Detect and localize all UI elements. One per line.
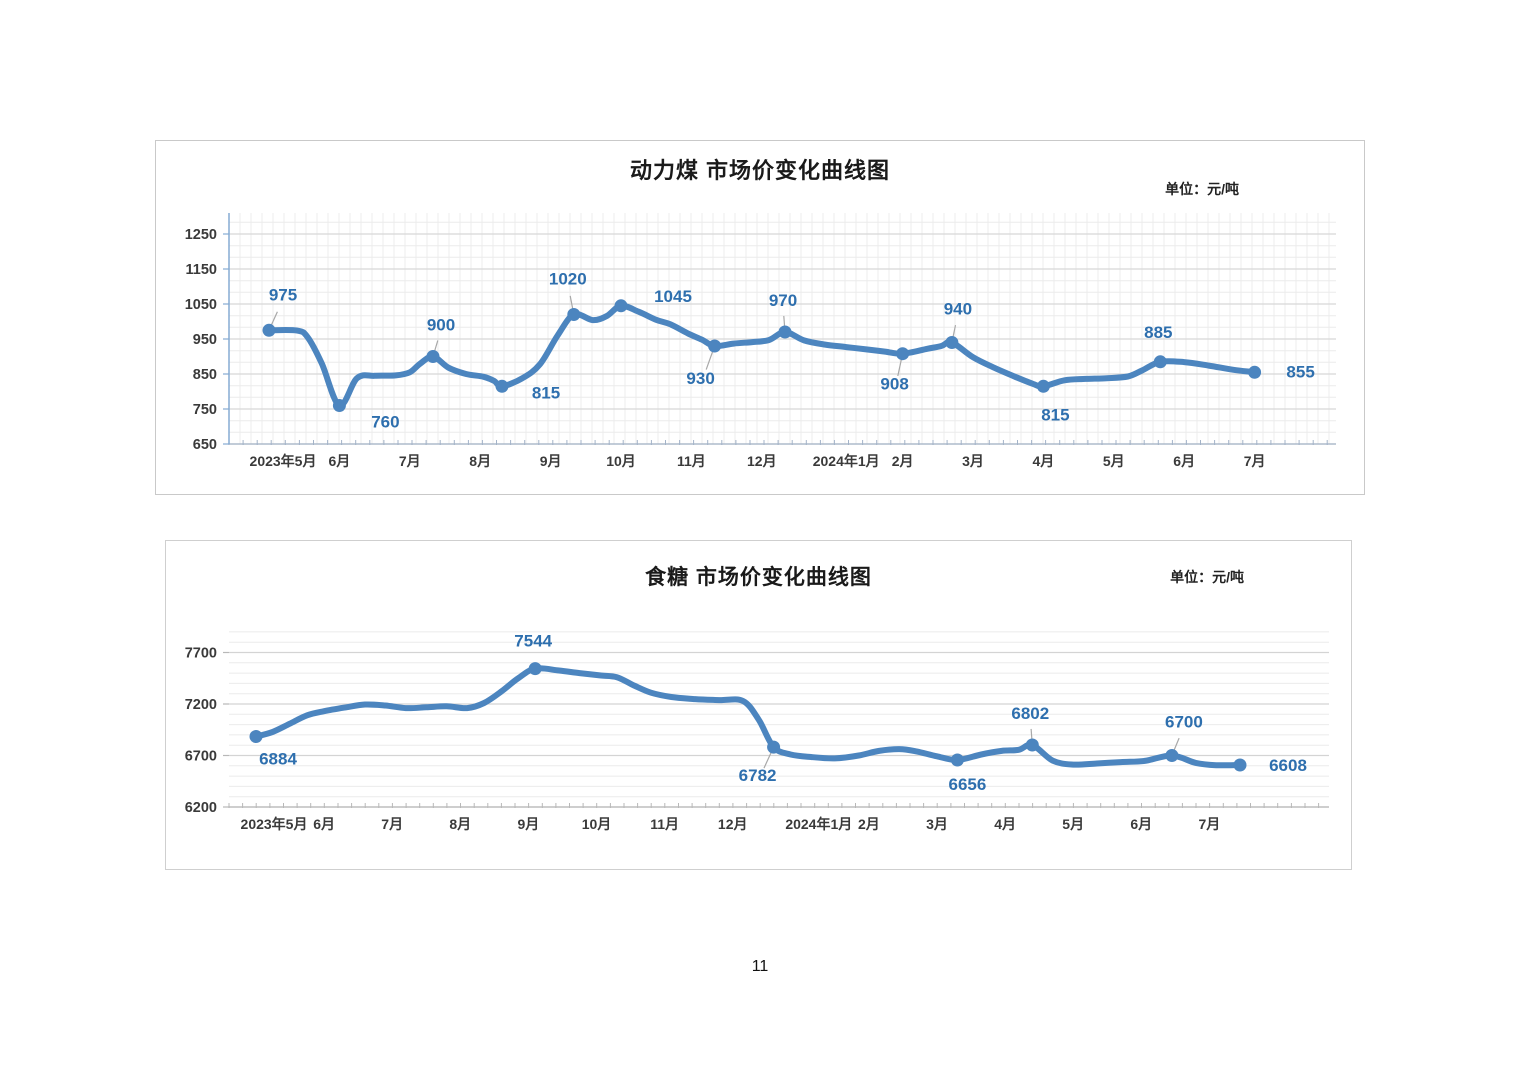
data-point-marker bbox=[528, 662, 542, 676]
data-point-marker bbox=[708, 339, 722, 353]
x-tick-label: 2023年5月 bbox=[250, 453, 317, 469]
data-point-label: 815 bbox=[532, 383, 560, 402]
data-point-marker bbox=[1153, 355, 1167, 369]
sugar-chart-title: 食糖 市场价变化曲线图 bbox=[645, 566, 872, 589]
y-tick-label: 1050 bbox=[185, 297, 217, 313]
data-point-marker bbox=[567, 308, 581, 321]
coal-chart-title: 动力煤 市场价变化曲线图 bbox=[629, 158, 891, 183]
data-point-label: 1020 bbox=[549, 270, 587, 289]
y-tick-label: 6200 bbox=[185, 800, 217, 816]
data-point-marker bbox=[1233, 758, 1247, 772]
y-tick-label: 1150 bbox=[186, 262, 217, 278]
data-point-marker bbox=[614, 299, 628, 313]
data-point-label: 6608 bbox=[1269, 756, 1307, 775]
x-tick-label: 9月 bbox=[540, 453, 562, 469]
data-point-marker bbox=[767, 740, 781, 754]
data-point-label: 760 bbox=[371, 413, 399, 432]
x-tick-label: 2月 bbox=[858, 816, 880, 832]
coal-line-chart: 650 750 850 950 1050 1150 1250 2023年5月 6月 7月 8月 9月 1… bbox=[185, 213, 1336, 469]
x-tick-label: 9月 bbox=[518, 816, 540, 832]
x-tick-label: 2024年1月 bbox=[813, 453, 880, 469]
data-point-label: 855 bbox=[1286, 362, 1314, 381]
x-tick-label: 6月 bbox=[329, 453, 351, 469]
data-point-label: 930 bbox=[686, 369, 714, 388]
x-tick-label: 8月 bbox=[469, 453, 491, 469]
page-number: 11 bbox=[751, 958, 769, 975]
x-tick-label: 12月 bbox=[718, 816, 748, 832]
data-point-label: 6656 bbox=[948, 775, 986, 794]
x-tick-label: 11月 bbox=[677, 453, 706, 469]
data-point-marker bbox=[262, 323, 276, 337]
data-point-label: 908 bbox=[880, 375, 908, 394]
x-tick-label: 12月 bbox=[747, 453, 777, 469]
x-tick-label: 3月 bbox=[962, 453, 984, 469]
data-point-label: 885 bbox=[1144, 323, 1172, 342]
y-tick-label: 850 bbox=[193, 367, 217, 383]
price-line bbox=[266, 302, 1258, 409]
x-tick-label: 7月 bbox=[1244, 453, 1266, 469]
x-tick-label: 11月 bbox=[650, 816, 679, 832]
data-point-marker bbox=[495, 379, 509, 393]
x-tick-label: 5月 bbox=[1062, 816, 1084, 832]
data-point-marker bbox=[332, 399, 346, 412]
x-tick-label: 6月 bbox=[1173, 453, 1195, 469]
x-tick-label: 7月 bbox=[381, 816, 403, 832]
sugar-chart-unit-label: 单位：元/吨 bbox=[1170, 569, 1244, 585]
x-tick-label: 10月 bbox=[582, 816, 612, 832]
data-point-marker bbox=[1248, 365, 1262, 379]
x-tick-label: 2024年1月 bbox=[785, 816, 852, 832]
y-tick-label: 750 bbox=[193, 402, 217, 418]
y-tick-label: 7700 bbox=[185, 646, 217, 662]
data-point-marker bbox=[1165, 749, 1179, 762]
coal-price-chart-panel: 动力煤 市场价变化曲线图 单位：元/吨 650 750 850 950 1050 1150… bbox=[155, 140, 1365, 495]
data-point-marker bbox=[950, 753, 964, 767]
x-tick-label: 5月 bbox=[1103, 453, 1125, 469]
data-point-label: 815 bbox=[1041, 405, 1069, 424]
data-point-label: 6782 bbox=[739, 766, 777, 785]
data-point-marker bbox=[1036, 379, 1050, 393]
sugar-price-chart-panel: 食糖 市场价变化曲线图 单位：元/吨 6200 6700 7200 7700 2023年… bbox=[165, 540, 1352, 870]
data-point-label: 6884 bbox=[259, 750, 297, 769]
y-tick-label: 6700 bbox=[185, 749, 217, 765]
data-point-marker bbox=[426, 350, 440, 363]
x-tick-label: 10月 bbox=[606, 453, 636, 469]
price-line bbox=[253, 665, 1243, 769]
data-point-label: 970 bbox=[769, 291, 797, 310]
data-point-label: 975 bbox=[269, 285, 297, 304]
x-tick-label: 4月 bbox=[994, 816, 1016, 832]
y-tick-label: 650 bbox=[193, 437, 217, 453]
x-tick-label: 4月 bbox=[1033, 453, 1055, 469]
data-point-label: 900 bbox=[427, 316, 455, 335]
x-tick-label: 6月 bbox=[1130, 816, 1152, 832]
x-tick-label: 7月 bbox=[1199, 816, 1221, 832]
x-tick-label: 7月 bbox=[399, 453, 421, 469]
x-tick-label: 3月 bbox=[926, 816, 948, 832]
sugar-line-chart: 6200 6700 7200 7700 2023年5月 6月 7月 8月 9月 10月 11月 12月… bbox=[185, 631, 1329, 832]
y-tick-label: 950 bbox=[193, 332, 217, 348]
data-point-marker bbox=[896, 347, 910, 361]
data-point-marker bbox=[778, 325, 792, 339]
data-point-label: 6802 bbox=[1011, 704, 1049, 723]
data-point-marker bbox=[249, 730, 263, 743]
data-point-marker bbox=[1025, 738, 1039, 752]
data-point-marker bbox=[945, 336, 959, 349]
data-point-label: 1045 bbox=[654, 287, 692, 306]
data-point-label: 940 bbox=[944, 300, 972, 319]
x-tick-label: 2月 bbox=[892, 453, 914, 469]
x-tick-label: 2023年5月 bbox=[241, 816, 308, 832]
data-point-label: 6700 bbox=[1165, 713, 1203, 732]
y-tick-label: 1250 bbox=[185, 227, 217, 243]
data-point-label: 7544 bbox=[514, 632, 552, 651]
coal-chart-unit-label: 单位：元/吨 bbox=[1165, 181, 1239, 197]
x-tick-label: 6月 bbox=[313, 816, 335, 832]
x-tick-label: 8月 bbox=[449, 816, 471, 832]
y-tick-label: 7200 bbox=[185, 697, 217, 713]
